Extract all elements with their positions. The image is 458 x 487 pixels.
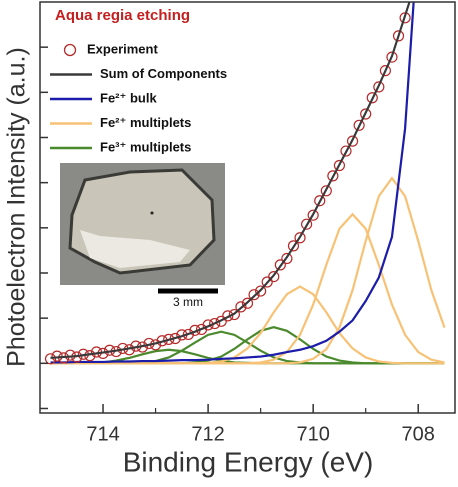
experiment-point	[300, 218, 313, 230]
experiment-point	[228, 308, 240, 321]
experiment-point	[44, 353, 57, 365]
legend-label: Fe³⁺ multiplets	[100, 139, 191, 154]
experiment-point	[64, 349, 76, 361]
experiment-point	[182, 328, 195, 341]
annotation: Aqua regia etching	[55, 7, 190, 24]
experiment-point	[248, 289, 260, 301]
experiment-point	[392, 30, 405, 42]
legend-marker	[63, 43, 77, 57]
y-axis-label: Photoelectron Intensity (a.u.)	[3, 47, 31, 367]
legend-label: Experiment	[87, 41, 158, 56]
experiment-point	[215, 315, 227, 327]
experiment-point	[379, 65, 391, 77]
experiment-point	[209, 317, 221, 330]
sum-curve-overlay	[50, 2, 411, 359]
legend-label: Fe²⁺ bulk	[100, 90, 157, 105]
plot-area	[44, 2, 446, 365]
experiment-point	[307, 209, 319, 221]
experiment-point	[255, 285, 267, 297]
experiment-point	[373, 81, 385, 93]
experiment-point	[274, 259, 286, 271]
experiment-point	[360, 108, 372, 120]
experiment-point	[281, 252, 293, 265]
experiment-point	[268, 271, 280, 283]
experiment-point	[287, 240, 300, 252]
experiment-point	[241, 297, 254, 309]
legend-label: Fe²⁺ multiplets	[100, 115, 191, 130]
bulk-curve	[50, 2, 415, 364]
experiment-point	[235, 301, 247, 313]
x-tick-label: 712	[191, 423, 224, 445]
experiment-point	[346, 135, 359, 147]
experiment-point	[340, 145, 352, 157]
x-tick-label: 714	[86, 423, 119, 445]
experiment-point	[327, 170, 339, 182]
experiment-point	[386, 51, 398, 63]
experiment-point	[261, 276, 273, 288]
x-tick-label: 710	[296, 423, 329, 445]
plot-frame	[39, 1, 456, 414]
scale-bar-label: 3 mm	[173, 295, 203, 309]
experiment-point	[353, 119, 365, 131]
experiment-point	[51, 350, 63, 362]
experiment-point	[320, 185, 332, 197]
legend-label: Sum of Components	[100, 66, 227, 81]
experiment-point	[333, 159, 346, 172]
experiment-point	[222, 310, 234, 322]
experiment-point	[314, 195, 326, 207]
x-tick-label: 708	[402, 423, 435, 445]
experiment-point	[366, 92, 378, 104]
x-axis-label: Binding Energy (eV)	[123, 446, 374, 477]
experiment-point	[294, 232, 306, 244]
inset-photo	[60, 163, 225, 294]
component-curve	[50, 285, 445, 365]
